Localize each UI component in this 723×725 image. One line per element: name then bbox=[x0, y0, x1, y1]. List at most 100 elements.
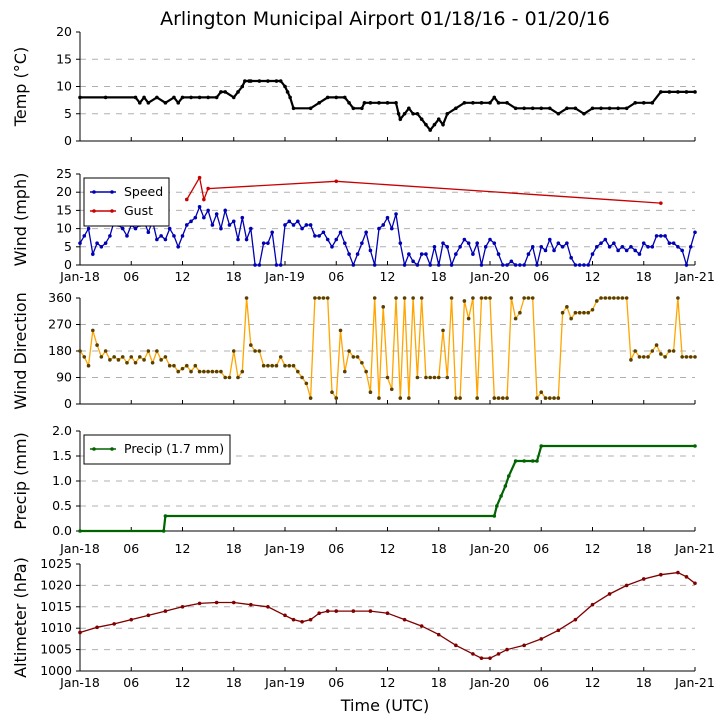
data-point bbox=[197, 204, 202, 209]
x-tick-label: Jan-18 bbox=[59, 675, 100, 690]
data-point bbox=[161, 529, 166, 533]
data-point bbox=[466, 316, 471, 321]
data-point bbox=[86, 226, 91, 231]
data-point bbox=[288, 95, 292, 100]
data-point bbox=[479, 656, 484, 660]
data-point bbox=[223, 90, 228, 94]
data-point bbox=[129, 617, 134, 622]
data-point bbox=[82, 234, 87, 238]
data-point bbox=[419, 252, 424, 256]
y-axis-label: Temp (°C) bbox=[11, 47, 30, 127]
data-point bbox=[82, 355, 87, 359]
data-point bbox=[325, 95, 330, 100]
data-point bbox=[402, 263, 407, 267]
data-point bbox=[479, 296, 484, 300]
data-point bbox=[671, 241, 676, 245]
data-point bbox=[243, 79, 247, 83]
data-point bbox=[351, 106, 356, 111]
data-point bbox=[419, 117, 424, 121]
data-point bbox=[257, 349, 262, 353]
x-tick-label: Jan-21 bbox=[674, 541, 715, 556]
data-point bbox=[676, 570, 680, 575]
data-point bbox=[688, 245, 693, 249]
data-point bbox=[547, 106, 552, 111]
data-point bbox=[180, 95, 185, 100]
data-point bbox=[372, 263, 377, 267]
data-point bbox=[620, 245, 625, 249]
data-point bbox=[488, 101, 492, 105]
data-point bbox=[458, 245, 462, 249]
data-point bbox=[172, 234, 176, 238]
x-tick-label: Jan-21 bbox=[674, 269, 715, 284]
data-point bbox=[526, 252, 531, 256]
data-point bbox=[513, 316, 518, 321]
y-tick-label: 15 bbox=[56, 202, 72, 217]
data-point bbox=[432, 245, 437, 249]
data-point bbox=[193, 215, 198, 220]
data-point bbox=[676, 296, 680, 300]
y-tick-label: 0.5 bbox=[52, 498, 72, 513]
data-point bbox=[573, 310, 578, 315]
data-point bbox=[223, 375, 228, 380]
data-point bbox=[398, 241, 403, 245]
data-point bbox=[505, 396, 509, 400]
x-tick-label: 06 bbox=[328, 269, 344, 284]
data-point bbox=[684, 355, 689, 359]
data-point bbox=[202, 197, 206, 202]
panel-precip: 0.0 0.5 1.0 1.5 2.0 Jan-18 06 12 18 Jan-19 06 12 18 J… bbox=[11, 423, 715, 556]
data-point bbox=[214, 600, 219, 605]
data-point bbox=[499, 494, 503, 498]
data-point bbox=[654, 343, 659, 347]
data-point bbox=[479, 263, 484, 267]
data-point bbox=[543, 396, 548, 400]
data-point bbox=[671, 349, 676, 353]
legend-swatch-marker bbox=[92, 190, 96, 194]
data-point bbox=[283, 613, 287, 618]
data-point bbox=[654, 234, 659, 238]
y-tick-label: 1025 bbox=[40, 556, 72, 571]
data-point bbox=[650, 101, 655, 105]
x-tick-label: 18 bbox=[226, 675, 242, 690]
data-point bbox=[496, 101, 501, 105]
data-point bbox=[389, 226, 394, 231]
data-point bbox=[342, 241, 347, 245]
data-point bbox=[582, 111, 586, 116]
data-point bbox=[428, 375, 433, 380]
y-tick-label: 0 bbox=[64, 133, 72, 148]
data-point bbox=[411, 259, 415, 264]
data-point bbox=[257, 263, 262, 267]
data-point bbox=[377, 396, 381, 400]
data-point bbox=[95, 343, 99, 347]
data-point bbox=[270, 363, 274, 368]
x-tick-label: 06 bbox=[328, 675, 344, 690]
data-point bbox=[330, 390, 334, 395]
data-point bbox=[471, 652, 475, 656]
legend: Precip (1.7 mm) bbox=[83, 434, 231, 465]
data-point bbox=[325, 237, 330, 242]
data-point bbox=[693, 230, 697, 235]
data-point bbox=[419, 296, 424, 300]
data-point bbox=[244, 237, 249, 242]
data-point bbox=[488, 237, 492, 242]
x-tick-label: 18 bbox=[431, 675, 447, 690]
data-point bbox=[667, 90, 672, 94]
data-point bbox=[454, 106, 458, 111]
data-point bbox=[471, 252, 475, 256]
data-point bbox=[133, 95, 138, 100]
y-tick-label: 90 bbox=[56, 370, 72, 385]
data-point bbox=[573, 263, 578, 267]
data-point bbox=[99, 245, 104, 249]
x-tick-label: 18 bbox=[226, 269, 242, 284]
data-point bbox=[513, 263, 518, 267]
data-point bbox=[180, 366, 185, 371]
data-point bbox=[172, 363, 176, 368]
y-axis-label: Wind (mph) bbox=[11, 173, 30, 267]
data-point bbox=[249, 343, 253, 347]
x-tick-label: 12 bbox=[585, 675, 601, 690]
data-point bbox=[582, 310, 586, 315]
data-point bbox=[163, 355, 168, 359]
data-point bbox=[659, 234, 663, 238]
data-point bbox=[308, 106, 313, 111]
x-tick-label: 06 bbox=[533, 269, 549, 284]
x-tick-label: 06 bbox=[123, 269, 139, 284]
